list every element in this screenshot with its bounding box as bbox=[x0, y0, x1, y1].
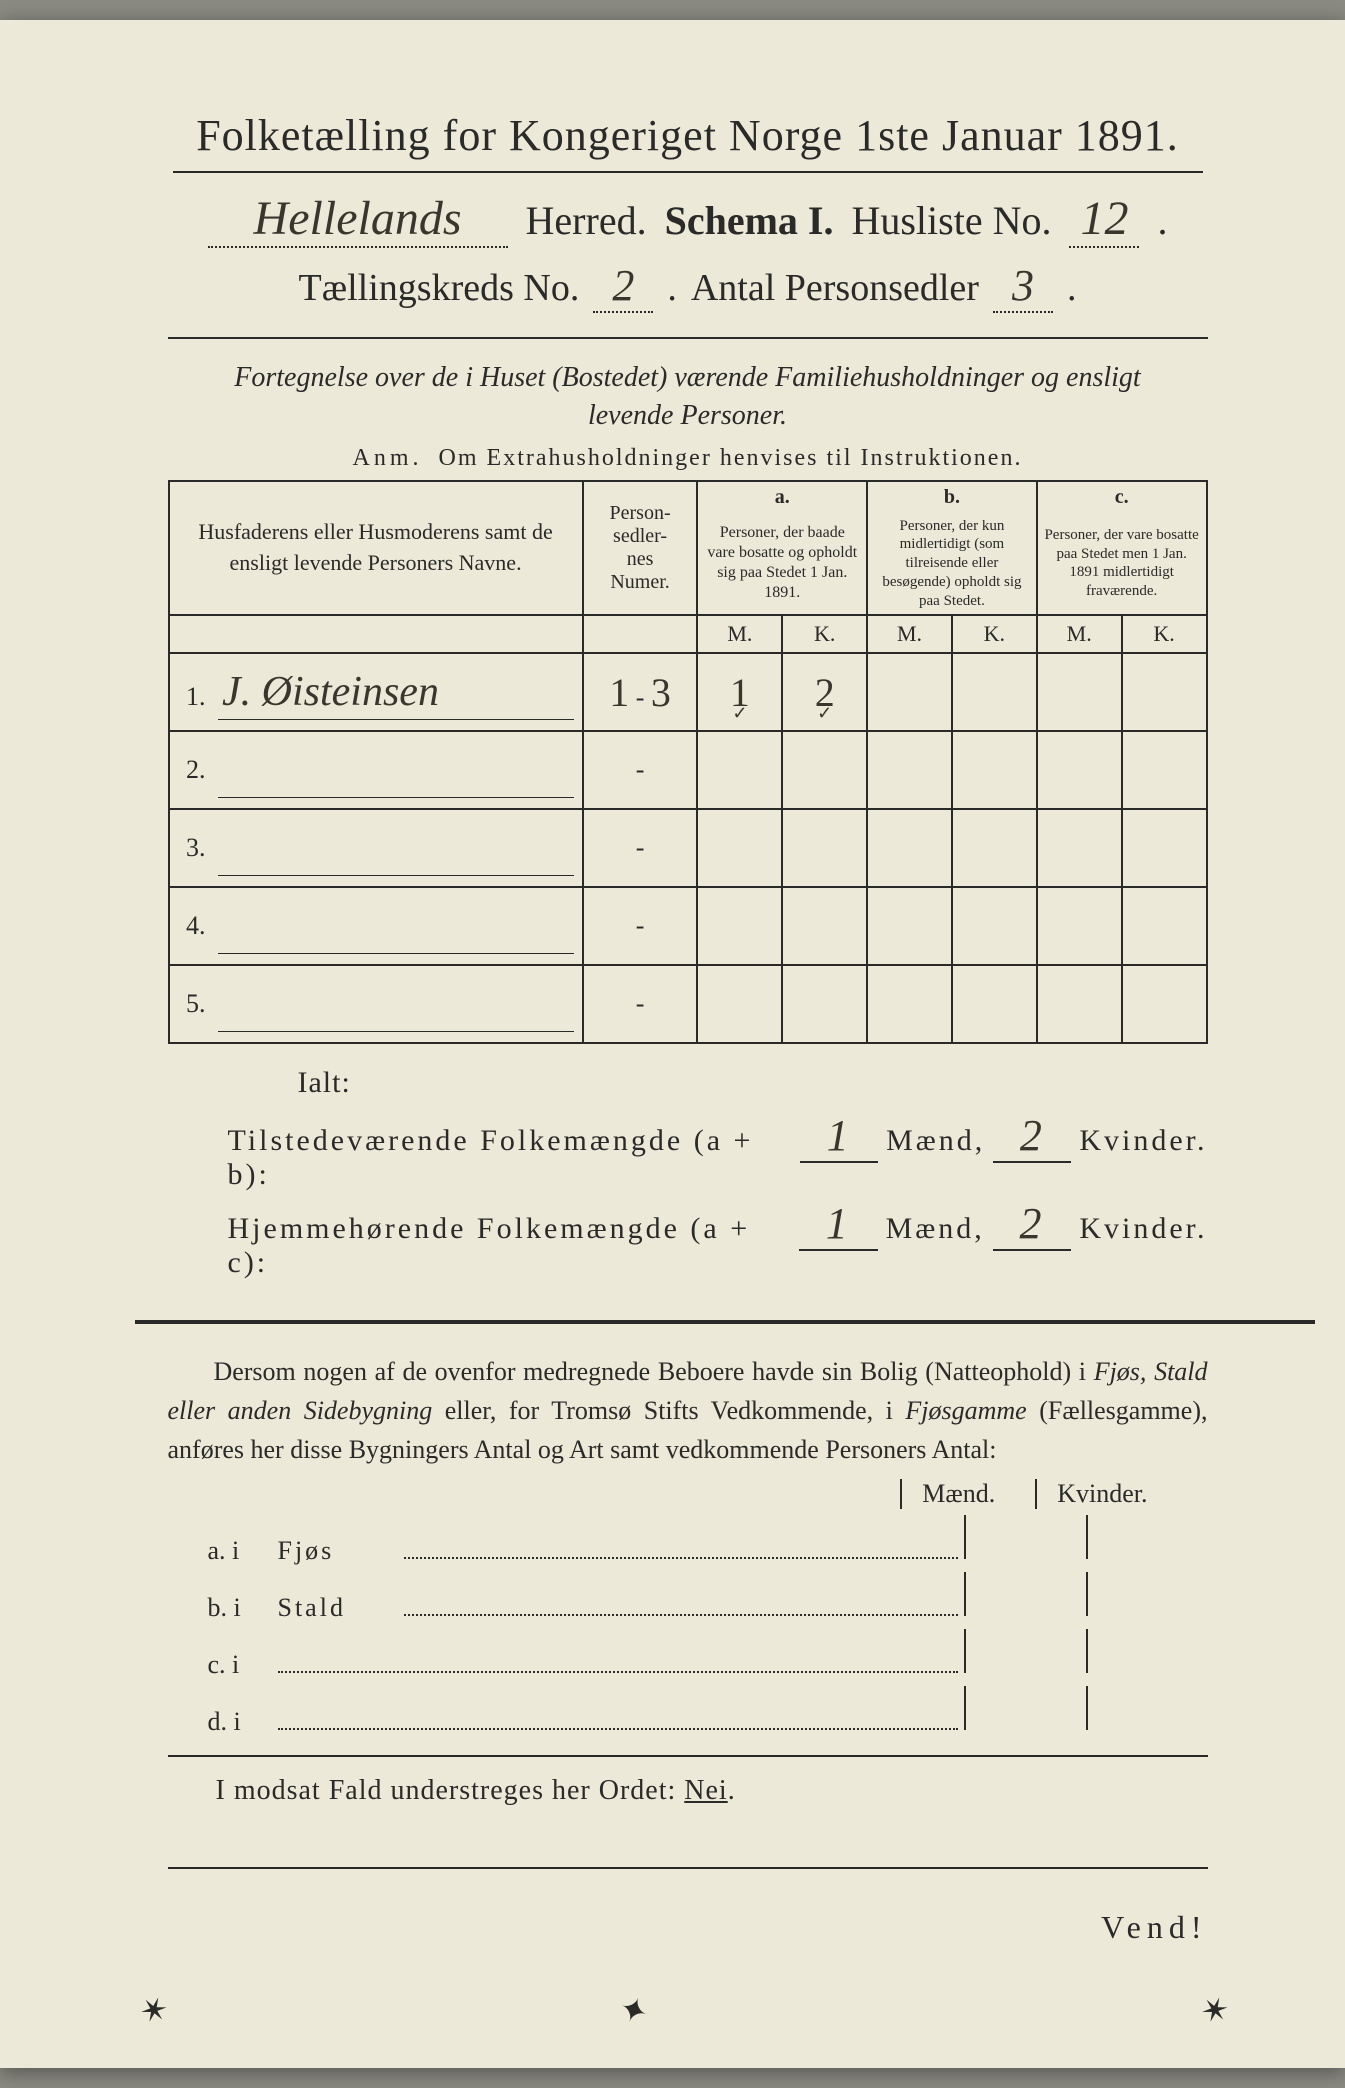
antal-field: 3 bbox=[993, 260, 1053, 313]
inkblot-icon: ✶ bbox=[135, 1987, 179, 2031]
ialt-label: Ialt: bbox=[298, 1066, 1208, 1100]
totals-block: Ialt: Tilstedeværende Folkemængde (a + b… bbox=[168, 1066, 1208, 1280]
total-present: Tilstedeværende Folkemængde (a + b): 1 M… bbox=[228, 1110, 1208, 1192]
table-row: 4. - bbox=[169, 887, 1207, 965]
section-divider bbox=[135, 1320, 1315, 1324]
col-name-header: Husfaderens eller Husmoderens samt de en… bbox=[169, 481, 583, 616]
mk-header-row: M.K. M.K. M.K. bbox=[169, 615, 1207, 653]
divider bbox=[168, 337, 1208, 339]
husliste-label: Husliste No. bbox=[851, 197, 1051, 244]
building-row: c. i bbox=[168, 1629, 1208, 1680]
period: . bbox=[1157, 197, 1167, 244]
maend-header: Mænd. bbox=[900, 1479, 995, 1509]
page-title: Folketælling for Kongeriget Norge 1ste J… bbox=[135, 110, 1240, 161]
household-name: J. Øisteinsen bbox=[222, 669, 439, 715]
subtitle: Fortegnelse over de i Huset (Bostedet) v… bbox=[135, 359, 1240, 435]
col-c-label: c. bbox=[1037, 481, 1207, 513]
table-row: 1. J. Øisteinsen 1 - 3 1✓ 2✓ bbox=[169, 653, 1207, 731]
herred-label: Herred. bbox=[526, 197, 647, 244]
kvinder-header: Kvinder. bbox=[1035, 1479, 1157, 1509]
divider bbox=[168, 1867, 1208, 1869]
herred-field: Hellelands bbox=[208, 191, 508, 248]
inkblot-icon: ✶ bbox=[1196, 1987, 1240, 2031]
header-line-3: Tællingskreds No. 2 . Antal Personsedler… bbox=[135, 260, 1240, 313]
col-a-text: Personer, der baade vare bosatte og opho… bbox=[697, 513, 867, 616]
vend-label: Vend! bbox=[168, 1909, 1208, 1946]
building-row: b. i Stald bbox=[168, 1572, 1208, 1623]
inkblot-icon: ✦ bbox=[615, 1987, 659, 2031]
col-num-header: Person- sedler- nes Numer. bbox=[583, 481, 698, 616]
household-table: Husfaderens eller Husmoderens samt de en… bbox=[168, 480, 1208, 1045]
census-form-page: Folketælling for Kongeriget Norge 1ste J… bbox=[0, 20, 1345, 2068]
husliste-field: 12 bbox=[1069, 191, 1139, 248]
col-c-text: Personer, der vare bosatte paa Stedet me… bbox=[1037, 513, 1207, 616]
table-row: 5. - bbox=[169, 965, 1207, 1043]
building-row: d. i bbox=[168, 1686, 1208, 1737]
col-b-label: b. bbox=[867, 481, 1037, 513]
building-rows: Mænd. Kvinder. a. i Fjøs b. i Stald c. i… bbox=[168, 1479, 1208, 1737]
building-row: a. i Fjøs bbox=[168, 1515, 1208, 1566]
table-row: 3. - bbox=[169, 809, 1207, 887]
schema-label: Schema I. bbox=[665, 197, 834, 244]
antal-label: Antal Personsedler bbox=[691, 266, 979, 310]
divider bbox=[168, 1755, 1208, 1757]
col-a-label: a. bbox=[697, 481, 867, 513]
header-line-2: Hellelands Herred. Schema I. Husliste No… bbox=[135, 191, 1240, 248]
anm-note: Anm. Om Extrahusholdninger henvises til … bbox=[135, 445, 1240, 472]
kreds-field: 2 bbox=[593, 260, 653, 313]
title-underline bbox=[173, 171, 1203, 173]
kreds-label: Tællingskreds No. bbox=[299, 266, 580, 310]
total-resident: Hjemmehørende Folkemængde (a + c): 1 Mæn… bbox=[228, 1198, 1208, 1280]
outbuilding-paragraph: Dersom nogen af de ovenfor medregnede Be… bbox=[168, 1352, 1208, 1469]
nei-line: I modsat Fald understreges her Ordet: Ne… bbox=[168, 1775, 1208, 1807]
col-b-text: Personer, der kun midlertidigt (som tilr… bbox=[867, 513, 1037, 616]
table-row: 2. - bbox=[169, 731, 1207, 809]
